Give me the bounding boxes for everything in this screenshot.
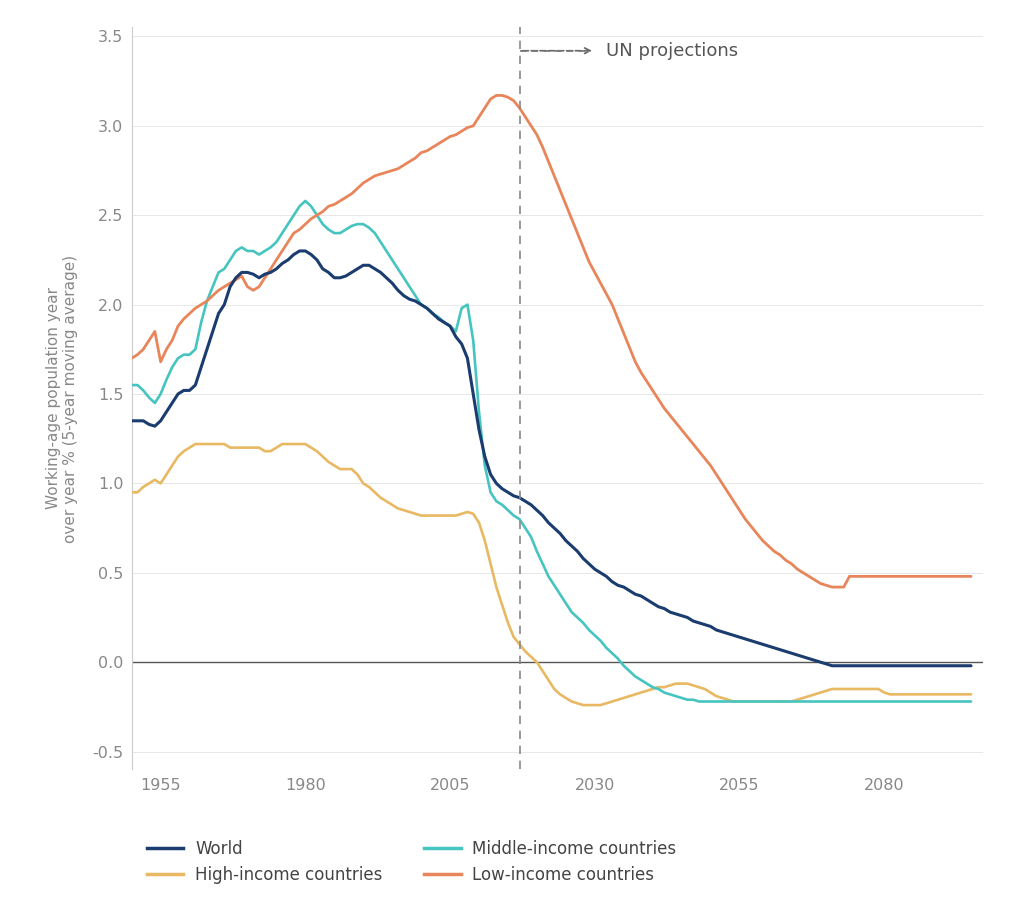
Text: UN projections: UN projections bbox=[607, 42, 738, 60]
Y-axis label: Working-age population year
over year % (5-year moving average): Working-age population year over year % … bbox=[46, 255, 78, 542]
Legend: World, High-income countries, Middle-income countries, Low-income countries: World, High-income countries, Middle-inc… bbox=[140, 834, 683, 891]
